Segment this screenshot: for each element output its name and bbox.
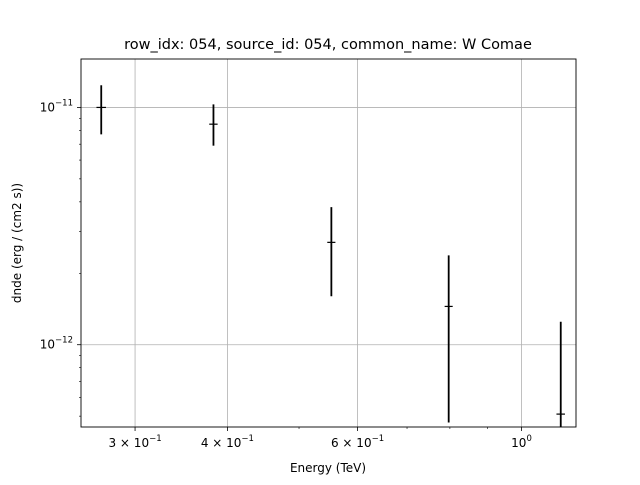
- grid-lines: [81, 59, 576, 427]
- data-points: [96, 85, 565, 427]
- data-point: [556, 321, 565, 427]
- data-point: [444, 255, 453, 423]
- data-point: [96, 85, 106, 135]
- x-tick-label: 3 × 10−1: [108, 434, 161, 450]
- y-tick-label: 10−12: [40, 336, 73, 352]
- data-point: [327, 207, 336, 297]
- x-tick-label: 4 × 10−1: [201, 434, 254, 450]
- x-tick-label: 6 × 10−1: [331, 434, 384, 450]
- chart-title: row_idx: 054, source_id: 054, common_nam…: [124, 37, 532, 53]
- x-axis-label: Energy (TeV): [290, 461, 366, 475]
- plot-frame: [80, 58, 577, 428]
- x-tick-label: 100: [511, 434, 532, 450]
- data-point: [209, 104, 218, 146]
- y-axis-label: dnde (erg / (cm2 s)): [10, 183, 24, 303]
- y-tick-label: 10−11: [40, 98, 73, 114]
- axis-ticks: 3 × 10−1 4 × 10−1 6 × 10−1 100 10−11 10−12: [40, 98, 532, 450]
